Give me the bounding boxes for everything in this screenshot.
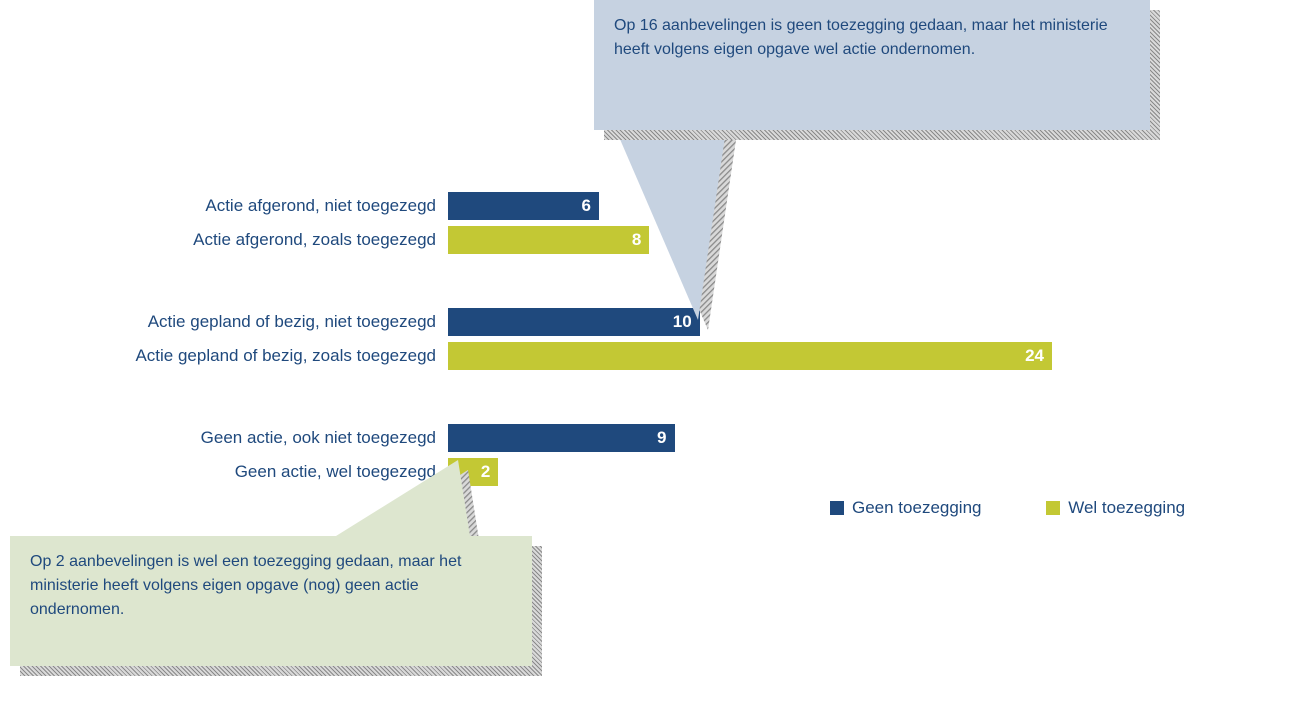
callout-bottom-text: Op 2 aanbevelingen is wel een toezegging…: [30, 553, 461, 618]
callout-bottom-box: Op 2 aanbevelingen is wel een toezegging…: [10, 536, 532, 666]
